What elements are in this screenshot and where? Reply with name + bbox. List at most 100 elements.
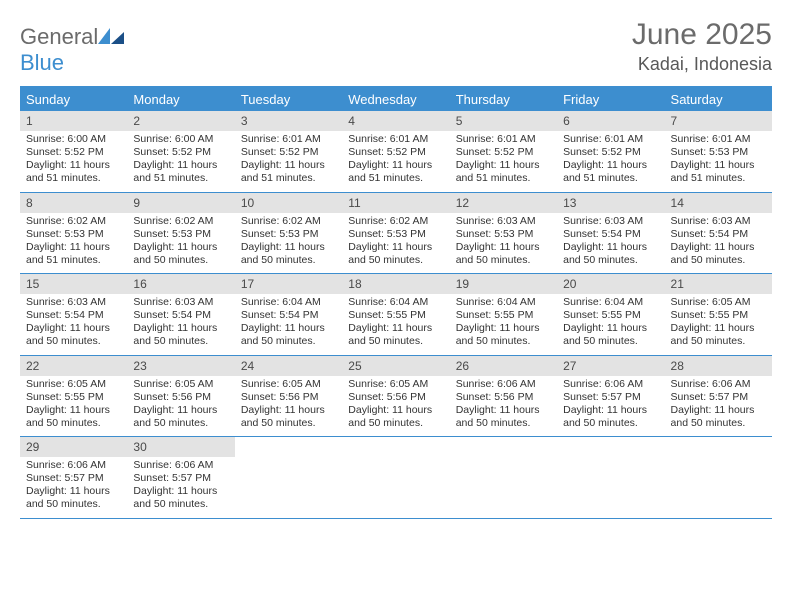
sunrise-line: Sunrise: 6:05 AM [671,296,766,309]
sunrise-line: Sunrise: 6:06 AM [456,378,551,391]
daylight-line: Daylight: 11 hours and 50 minutes. [456,404,551,430]
sunset-line: Sunset: 5:52 PM [133,146,228,159]
daylight-line: Daylight: 11 hours and 51 minutes. [348,159,443,185]
date-number: 12 [450,193,557,213]
calendar-cell: 4Sunrise: 6:01 AMSunset: 5:52 PMDaylight… [342,111,449,192]
sunrise-line: Sunrise: 6:02 AM [348,215,443,228]
daylight-line: Daylight: 11 hours and 50 minutes. [563,322,658,348]
calendar-cell [342,437,449,518]
calendar-cell [557,437,664,518]
date-number: 23 [127,356,234,376]
daylight-line: Daylight: 11 hours and 51 minutes. [671,159,766,185]
calendar-cell: 13Sunrise: 6:03 AMSunset: 5:54 PMDayligh… [557,193,664,274]
date-number [450,437,557,443]
sunset-line: Sunset: 5:56 PM [456,391,551,404]
sunset-line: Sunset: 5:56 PM [348,391,443,404]
cell-body: Sunrise: 6:04 AMSunset: 5:54 PMDaylight:… [235,294,342,355]
calendar-cell: 9Sunrise: 6:02 AMSunset: 5:53 PMDaylight… [127,193,234,274]
date-number: 17 [235,274,342,294]
date-number: 24 [235,356,342,376]
sunset-line: Sunset: 5:54 PM [241,309,336,322]
cell-body: Sunrise: 6:01 AMSunset: 5:52 PMDaylight:… [557,131,664,192]
sunset-line: Sunset: 5:55 PM [563,309,658,322]
date-number: 6 [557,111,664,131]
daylight-line: Daylight: 11 hours and 50 minutes. [241,404,336,430]
cell-body: Sunrise: 6:01 AMSunset: 5:53 PMDaylight:… [665,131,772,192]
cell-body: Sunrise: 6:01 AMSunset: 5:52 PMDaylight:… [342,131,449,192]
daylight-line: Daylight: 11 hours and 50 minutes. [348,322,443,348]
calendar-cell: 21Sunrise: 6:05 AMSunset: 5:55 PMDayligh… [665,274,772,355]
date-number: 8 [20,193,127,213]
calendar-cell: 2Sunrise: 6:00 AMSunset: 5:52 PMDaylight… [127,111,234,192]
date-number [665,437,772,443]
daylight-line: Daylight: 11 hours and 50 minutes. [456,322,551,348]
sunset-line: Sunset: 5:57 PM [133,472,228,485]
daylight-line: Daylight: 11 hours and 50 minutes. [348,404,443,430]
dow-header: Friday [557,88,664,111]
date-number: 1 [20,111,127,131]
cell-body: Sunrise: 6:05 AMSunset: 5:56 PMDaylight:… [342,376,449,437]
sunset-line: Sunset: 5:54 PM [133,309,228,322]
calendar-cell: 28Sunrise: 6:06 AMSunset: 5:57 PMDayligh… [665,356,772,437]
date-number: 28 [665,356,772,376]
cell-body: Sunrise: 6:06 AMSunset: 5:56 PMDaylight:… [450,376,557,437]
logo-mark-icon [98,26,124,44]
cell-body: Sunrise: 6:06 AMSunset: 5:57 PMDaylight:… [20,457,127,518]
calendar-cell: 30Sunrise: 6:06 AMSunset: 5:57 PMDayligh… [127,437,234,518]
date-number: 25 [342,356,449,376]
daylight-line: Daylight: 11 hours and 50 minutes. [671,241,766,267]
calendar-cell: 7Sunrise: 6:01 AMSunset: 5:53 PMDaylight… [665,111,772,192]
calendar-cell: 22Sunrise: 6:05 AMSunset: 5:55 PMDayligh… [20,356,127,437]
cell-body: Sunrise: 6:04 AMSunset: 5:55 PMDaylight:… [342,294,449,355]
calendar-week: 8 Sunrise: 6:02 AMSunset: 5:53 PMDaylight… [20,193,772,275]
sunrise-line: Sunrise: 6:06 AM [133,459,228,472]
date-number: 9 [127,193,234,213]
cell-body: Sunrise: 6:06 AMSunset: 5:57 PMDaylight:… [557,376,664,437]
sunset-line: Sunset: 5:56 PM [241,391,336,404]
daylight-line: Daylight: 11 hours and 50 minutes. [671,322,766,348]
date-number: 10 [235,193,342,213]
sunset-line: Sunset: 5:55 PM [456,309,551,322]
sunrise-line: Sunrise: 6:00 AM [26,133,121,146]
date-number: 30 [127,437,234,457]
sunrise-line: Sunrise: 6:06 AM [563,378,658,391]
page-title: June 2025 [632,18,772,52]
cell-body: Sunrise: 6:03 AMSunset: 5:54 PMDaylight:… [665,213,772,274]
cell-body: Sunrise: 6:03 AMSunset: 5:53 PMDaylight:… [450,213,557,274]
sunrise-line: Sunrise: 6:02 AM [133,215,228,228]
daylight-line: Daylight: 11 hours and 51 minutes. [26,241,121,267]
sunset-line: Sunset: 5:52 PM [241,146,336,159]
calendar-cell: 29Sunrise: 6:06 AMSunset: 5:57 PMDayligh… [20,437,127,518]
date-number: 11 [342,193,449,213]
cell-body: Sunrise: 6:02 AMSunset: 5:53 PMDaylight:… [235,213,342,274]
calendar-week: 29Sunrise: 6:06 AMSunset: 5:57 PMDayligh… [20,437,772,519]
date-number: 27 [557,356,664,376]
cell-body: Sunrise: 6:05 AMSunset: 5:55 PMDaylight:… [665,294,772,355]
dow-header: Sunday [20,88,127,111]
brand-text: General Blue [20,24,124,76]
dow-header: Thursday [450,88,557,111]
date-number: 19 [450,274,557,294]
sunrise-line: Sunrise: 6:03 AM [26,296,121,309]
daylight-line: Daylight: 11 hours and 51 minutes. [133,159,228,185]
dow-header: Monday [127,88,234,111]
sunset-line: Sunset: 5:57 PM [671,391,766,404]
sunset-line: Sunset: 5:52 PM [563,146,658,159]
dow-header: Saturday [665,88,772,111]
date-number: 13 [557,193,664,213]
calendar-cell: 27Sunrise: 6:06 AMSunset: 5:57 PMDayligh… [557,356,664,437]
date-number [235,437,342,443]
daylight-line: Daylight: 11 hours and 50 minutes. [456,241,551,267]
calendar-cell: 26Sunrise: 6:06 AMSunset: 5:56 PMDayligh… [450,356,557,437]
dow-header: Wednesday [342,88,449,111]
sunset-line: Sunset: 5:55 PM [348,309,443,322]
sunrise-line: Sunrise: 6:04 AM [563,296,658,309]
cell-body: Sunrise: 6:05 AMSunset: 5:55 PMDaylight:… [20,376,127,437]
sunrise-line: Sunrise: 6:06 AM [26,459,121,472]
calendar-cell: 23Sunrise: 6:05 AMSunset: 5:56 PMDayligh… [127,356,234,437]
daylight-line: Daylight: 11 hours and 51 minutes. [241,159,336,185]
date-number: 26 [450,356,557,376]
sunrise-line: Sunrise: 6:01 AM [241,133,336,146]
calendar-cell [450,437,557,518]
sunrise-line: Sunrise: 6:05 AM [133,378,228,391]
